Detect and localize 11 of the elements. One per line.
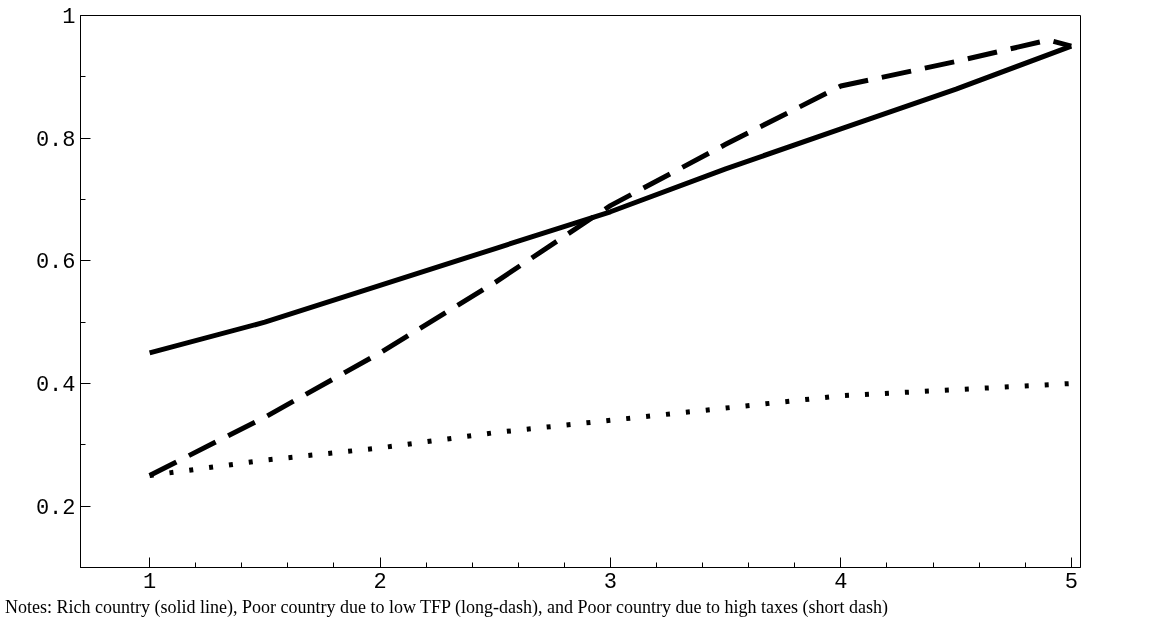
- y-tick-label: 0.2: [35, 495, 76, 521]
- y-tick-label: 0.4: [35, 373, 76, 398]
- text: Notes: Rich country (solid line), Poor country due to low TFP (long-dash), and Poor country due to high taxes (short dash): [5, 596, 888, 619]
- y-tick-label: 0.8: [35, 127, 76, 153]
- y-tick-label: 0.6: [35, 250, 76, 276]
- x-tick-label: 2: [373, 569, 387, 595]
- x-tick-label: 5: [1064, 569, 1078, 595]
- x-tick-label: 4: [834, 569, 848, 595]
- y-tick-label: 1: [62, 5, 76, 30]
- x-tick-label: 3: [603, 569, 618, 595]
- x-tick-label: 1: [143, 569, 157, 595]
